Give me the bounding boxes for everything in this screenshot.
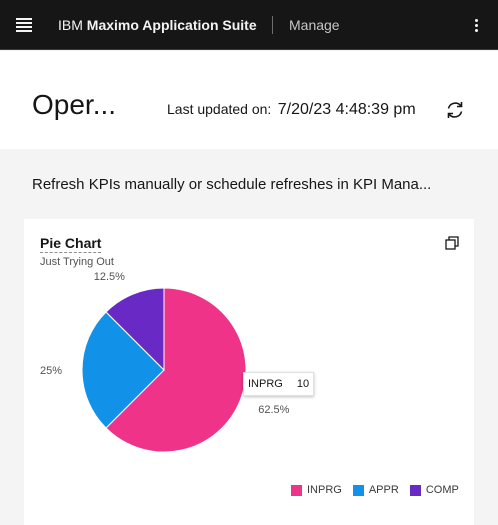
expand-icon [445, 236, 459, 250]
legend-label: COMP [425, 484, 459, 496]
legend-item-inprg[interactable]: INPRG [291, 484, 342, 496]
top-navigation-bar: IBM Maximo Application Suite Manage [0, 0, 498, 50]
chart-title[interactable]: Pie Chart [40, 235, 102, 253]
refresh-button[interactable] [444, 99, 466, 121]
app-name: Manage [289, 17, 340, 33]
legend-label: INPRG [307, 484, 342, 496]
overflow-menu-icon[interactable] [474, 17, 480, 33]
chart-subtitle: Just Trying Out [40, 256, 114, 268]
legend-swatch [409, 484, 421, 496]
refresh-icon [447, 102, 463, 118]
chart-tooltip: INPRG 10 [243, 372, 315, 396]
pie-slice-inprg[interactable] [105, 287, 247, 453]
legend-label: APPR [368, 484, 399, 496]
brand-prefix: IBM [58, 17, 83, 33]
pie-slice-appr[interactable] [81, 311, 165, 429]
tooltip-key: INPRG [248, 378, 283, 390]
brand-product: Maximo Application Suite [86, 17, 257, 33]
page-title: Oper... [32, 89, 117, 120]
last-updated-value: 7/20/23 4:48:39 pm [277, 101, 416, 118]
hamburger-menu-icon[interactable] [16, 18, 32, 32]
chart-legend: INPRG APPR COMP [291, 484, 459, 496]
legend-swatch [291, 484, 302, 496]
brand-name[interactable]: IBM Maximo Application Suite [58, 17, 257, 33]
tooltip-value: 10 [296, 378, 310, 390]
expand-button[interactable] [445, 236, 459, 250]
last-updated-label: Last updated on: [167, 101, 272, 117]
page-header: Oper... Last updated on: 7/20/23 4:48:39… [0, 51, 498, 149]
legend-item-comp[interactable]: COMP [409, 484, 459, 496]
pie-slice-comp[interactable] [105, 287, 165, 372]
legend-swatch [352, 484, 364, 496]
last-updated: Last updated on: 7/20/23 4:48:39 pm [167, 101, 416, 119]
header-divider [272, 16, 273, 34]
legend-item-appr[interactable]: APPR [352, 484, 399, 496]
kpi-refresh-notice: Refresh KPIs manually or schedule refres… [32, 176, 432, 193]
